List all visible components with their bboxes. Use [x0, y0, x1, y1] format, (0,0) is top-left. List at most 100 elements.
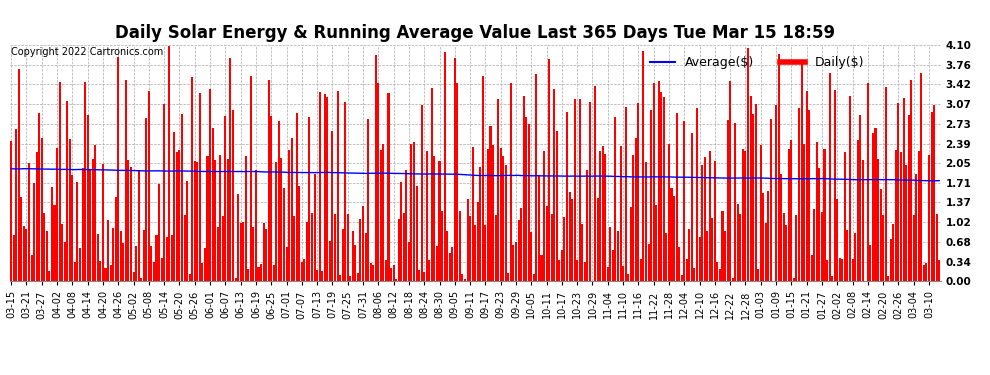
Bar	[523, 96, 525, 281]
Bar	[99, 261, 101, 281]
Bar	[66, 101, 68, 281]
Bar	[262, 223, 264, 281]
Bar	[903, 98, 905, 281]
Bar	[79, 248, 81, 281]
Bar	[209, 89, 211, 281]
Bar	[643, 51, 644, 281]
Bar	[561, 250, 563, 281]
Bar	[105, 267, 107, 281]
Bar	[931, 112, 933, 281]
Bar	[673, 195, 675, 281]
Bar	[411, 144, 413, 281]
Bar	[372, 265, 374, 281]
Bar	[186, 182, 188, 281]
Bar	[617, 231, 619, 281]
Bar	[405, 170, 407, 281]
Bar	[87, 116, 89, 281]
Bar	[377, 83, 379, 281]
Bar	[41, 138, 43, 281]
Bar	[395, 279, 397, 281]
Bar	[837, 200, 839, 281]
Bar	[625, 107, 627, 281]
Bar	[839, 258, 841, 281]
Bar	[171, 235, 173, 281]
Bar	[416, 186, 418, 281]
Bar	[668, 144, 670, 281]
Bar	[615, 117, 617, 281]
Bar	[824, 149, 826, 281]
Bar	[311, 213, 313, 281]
Bar	[849, 96, 851, 281]
Bar	[757, 269, 759, 281]
Bar	[254, 170, 257, 281]
Bar	[429, 260, 431, 281]
Bar	[843, 152, 845, 281]
Bar	[934, 105, 936, 281]
Bar	[579, 99, 581, 281]
Bar	[120, 231, 122, 281]
Bar	[926, 262, 928, 281]
Bar	[133, 272, 135, 281]
Bar	[709, 151, 711, 281]
Bar	[678, 247, 680, 281]
Bar	[178, 150, 180, 281]
Bar	[33, 183, 35, 281]
Bar	[772, 280, 774, 281]
Bar	[887, 276, 889, 281]
Bar	[730, 81, 732, 281]
Bar	[505, 165, 507, 281]
Bar	[854, 233, 856, 281]
Bar	[273, 265, 275, 281]
Bar	[777, 54, 779, 281]
Bar	[711, 218, 714, 281]
Bar	[630, 207, 632, 281]
Bar	[214, 160, 216, 281]
Bar	[342, 228, 344, 281]
Bar	[885, 87, 887, 281]
Bar	[74, 262, 76, 281]
Bar	[181, 114, 183, 281]
Bar	[444, 52, 446, 281]
Bar	[890, 239, 892, 281]
Bar	[704, 157, 706, 281]
Bar	[204, 248, 206, 281]
Bar	[706, 231, 708, 281]
Bar	[819, 168, 821, 281]
Bar	[747, 48, 749, 281]
Bar	[237, 194, 240, 281]
Bar	[635, 138, 637, 281]
Bar	[165, 237, 167, 281]
Bar	[477, 202, 479, 281]
Bar	[464, 279, 466, 281]
Bar	[309, 117, 311, 281]
Bar	[484, 225, 486, 281]
Bar	[413, 142, 415, 281]
Bar	[604, 154, 606, 281]
Bar	[176, 152, 178, 281]
Bar	[487, 148, 489, 281]
Bar	[851, 259, 853, 281]
Bar	[71, 175, 73, 281]
Bar	[696, 108, 698, 281]
Bar	[275, 162, 277, 281]
Bar	[811, 255, 813, 281]
Bar	[892, 224, 894, 281]
Bar	[767, 192, 769, 281]
Bar	[568, 192, 570, 281]
Bar	[53, 205, 55, 281]
Bar	[541, 255, 543, 281]
Bar	[123, 243, 125, 281]
Bar	[324, 94, 326, 281]
Bar	[489, 126, 491, 281]
Bar	[158, 184, 160, 281]
Bar	[482, 76, 484, 281]
Bar	[701, 165, 703, 281]
Bar	[49, 271, 50, 281]
Bar	[910, 80, 912, 281]
Bar	[633, 154, 635, 281]
Bar	[451, 247, 453, 281]
Bar	[724, 231, 726, 281]
Bar	[431, 88, 433, 281]
Bar	[688, 230, 690, 281]
Bar	[303, 259, 305, 281]
